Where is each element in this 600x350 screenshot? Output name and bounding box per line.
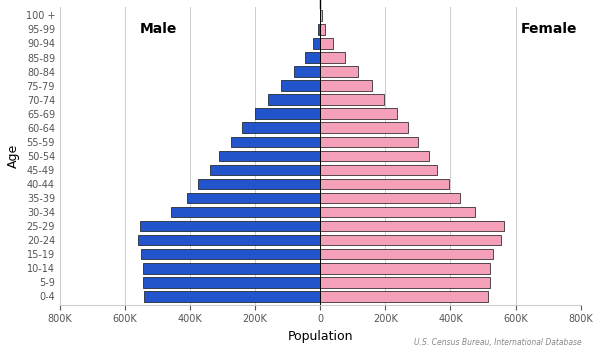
Bar	[320, 108, 397, 119]
Bar	[141, 249, 320, 259]
Bar	[320, 66, 358, 77]
Bar	[209, 164, 320, 175]
Bar	[320, 80, 372, 91]
Bar	[145, 291, 320, 302]
Bar	[198, 179, 320, 189]
Bar	[320, 10, 322, 21]
Bar	[138, 235, 320, 245]
Bar	[281, 80, 320, 91]
Y-axis label: Age: Age	[7, 144, 20, 168]
Bar	[320, 136, 418, 147]
Bar	[320, 207, 475, 217]
Bar	[320, 122, 408, 133]
Bar	[187, 193, 320, 203]
Bar	[320, 263, 490, 273]
Bar	[294, 66, 320, 77]
Text: Female: Female	[521, 22, 578, 36]
Bar	[320, 249, 493, 259]
Bar	[320, 150, 430, 161]
Bar	[140, 221, 320, 231]
Text: U.S. Census Bureau, International Database: U.S. Census Bureau, International Databa…	[414, 337, 582, 346]
Bar	[305, 52, 320, 63]
Bar	[320, 291, 488, 302]
Bar	[242, 122, 320, 133]
Bar	[320, 235, 501, 245]
Bar	[320, 94, 384, 105]
Bar	[317, 24, 320, 35]
Bar	[320, 38, 332, 49]
Bar	[320, 179, 449, 189]
Bar	[170, 207, 320, 217]
Bar	[320, 277, 490, 288]
Bar	[268, 94, 320, 105]
Bar	[320, 52, 344, 63]
Bar	[320, 164, 437, 175]
Bar	[143, 277, 320, 288]
Bar	[320, 221, 504, 231]
Bar	[143, 263, 320, 273]
Bar	[320, 24, 325, 35]
Bar	[313, 38, 320, 49]
Bar	[220, 150, 320, 161]
X-axis label: Population: Population	[287, 330, 353, 343]
Text: Male: Male	[140, 22, 178, 36]
Bar	[320, 193, 460, 203]
Bar	[231, 136, 320, 147]
Bar	[255, 108, 320, 119]
